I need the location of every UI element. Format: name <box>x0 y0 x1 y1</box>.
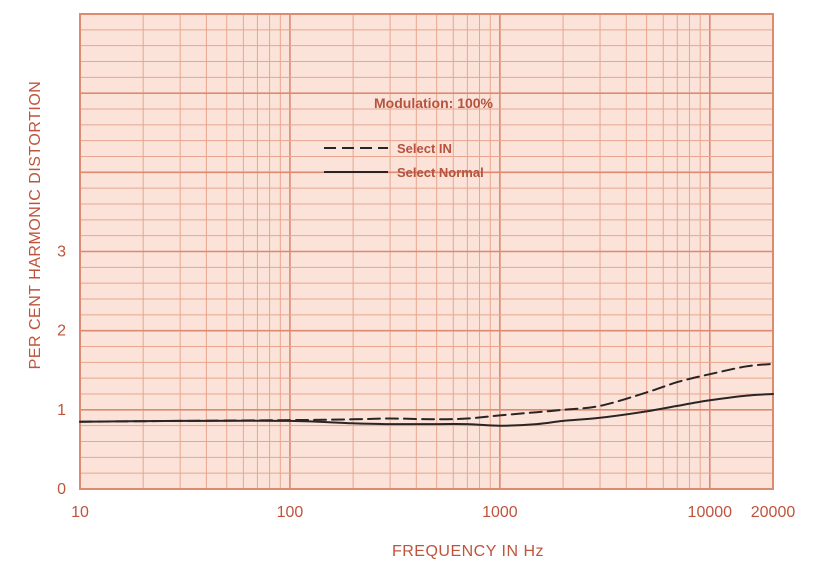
plot-frame <box>79 13 774 490</box>
tick-labels: 10 100 1000 10000 20000 0 1 2 3 <box>57 244 795 522</box>
y-tick-label: 1 <box>57 402 66 419</box>
legend-label: Select IN <box>397 141 452 156</box>
legend-label: Select Normal <box>397 165 484 180</box>
series-lines <box>79 362 774 427</box>
y-tick-label: 3 <box>57 244 66 261</box>
y-tick-label: 2 <box>57 323 66 340</box>
y-axis-title: PER CENT HARMONIC DISTORTION <box>27 81 44 370</box>
series-line-select-normal <box>79 393 774 427</box>
x-tick-label: 100 <box>277 504 304 521</box>
legend: Select IN Select Normal <box>324 141 484 180</box>
modulation-annotation: Modulation: 100% <box>374 95 494 111</box>
x-tick-label: 1000 <box>482 504 518 521</box>
x-tick-label: 10000 <box>688 504 733 521</box>
x-tick-label: 10 <box>71 504 89 521</box>
x-tick-label: 20000 <box>751 504 796 521</box>
y-tick-label: 0 <box>57 481 66 498</box>
x-axis-title: FREQUENCY IN Hz <box>392 543 544 560</box>
